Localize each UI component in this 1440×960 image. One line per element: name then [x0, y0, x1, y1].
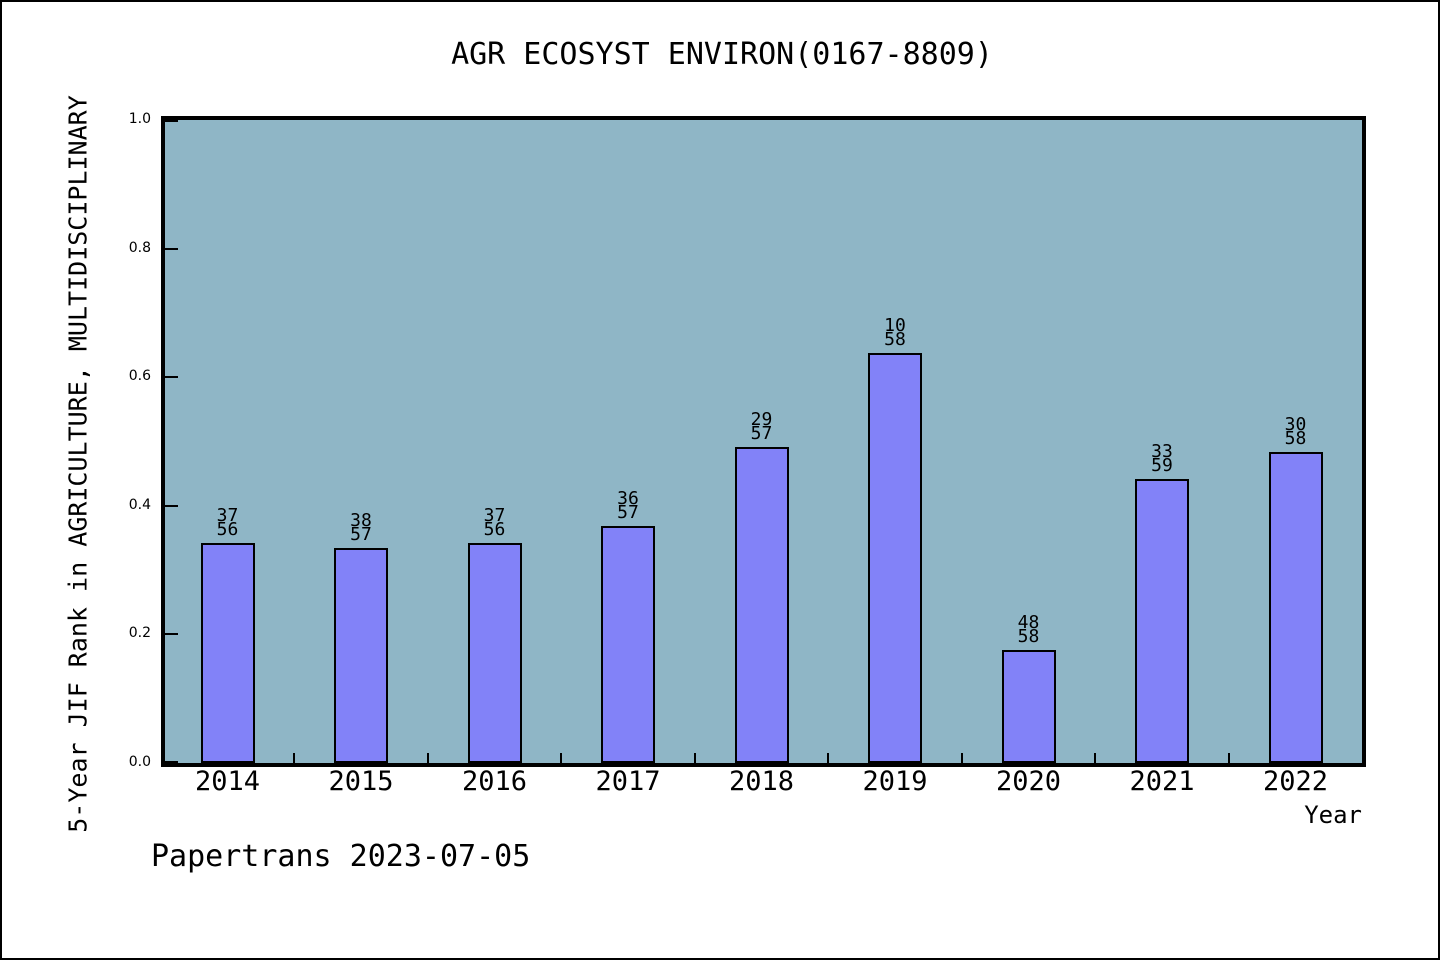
- bar-value-label-2015: 38 57: [350, 509, 372, 546]
- bar-value-label-2016: 37 56: [483, 504, 506, 541]
- y-tick-1.0: [165, 120, 178, 122]
- bar-2020: [1001, 650, 1056, 763]
- y-tick-0.2: [165, 633, 178, 635]
- bar-value-label-2017: 36 57: [617, 487, 639, 524]
- bar-2017: [601, 526, 655, 763]
- x-tick-label-2016: 2016: [461, 766, 528, 797]
- bar-value-label-2019: 10 58: [884, 314, 906, 351]
- bar-2018: [734, 447, 789, 763]
- chart-title: AGR ECOSYST ENVIRON(0167-8809): [451, 37, 993, 72]
- y-tick-0.4: [165, 505, 178, 507]
- x-tick-label-2019: 2019: [862, 766, 928, 797]
- y-tick-label-1.0: 1.0: [128, 111, 151, 127]
- y-tick-0.8: [165, 248, 178, 250]
- x-minor-tick: [961, 753, 963, 763]
- x-minor-tick: [293, 753, 295, 763]
- y-axis-label: 5-Year JIF Rank in AGRICULTURE, MULTIDIS…: [63, 95, 93, 833]
- y-tick-label-0.4: 0.4: [128, 497, 151, 513]
- x-tick-label-2017: 2017: [595, 766, 661, 797]
- y-tick-0.6: [165, 376, 178, 378]
- bar-value-label-2014: 37 56: [216, 504, 239, 541]
- bar-value-label-2021: 33 59: [1151, 440, 1173, 477]
- x-tick-label-2020: 2020: [995, 766, 1062, 797]
- bar-value-label-2018: 29 57: [750, 408, 773, 445]
- x-tick-label-2015: 2015: [328, 766, 394, 797]
- y-tick-label-0.0: 0.0: [128, 754, 151, 770]
- bar-2022: [1268, 452, 1323, 763]
- footer-note: Papertrans 2023-07-05: [151, 839, 531, 874]
- x-minor-tick: [1094, 753, 1096, 763]
- y-tick-label-0.8: 0.8: [128, 240, 151, 256]
- x-tick-label-2014: 2014: [194, 766, 261, 797]
- x-minor-tick: [1228, 753, 1230, 763]
- y-tick-0.0: [165, 761, 178, 763]
- bar-value-label-2020: 48 58: [1017, 611, 1040, 648]
- x-axis-label: Year: [1304, 801, 1362, 829]
- bar-2021: [1135, 479, 1189, 763]
- plot-inner: 37 56 38 57 37 56 36 57 29 57 10 58 48 58 33 59…: [165, 120, 1362, 763]
- x-tick-label-2021: 2021: [1129, 766, 1195, 797]
- x-minor-tick: [427, 753, 429, 763]
- x-tick-label-2022: 2022: [1262, 766, 1329, 797]
- bar-value-label-2022: 30 58: [1284, 413, 1307, 450]
- x-minor-tick: [694, 753, 696, 763]
- bar-2016: [467, 543, 522, 763]
- x-minor-tick: [827, 753, 829, 763]
- bar-2019: [868, 353, 922, 763]
- bar-2015: [334, 548, 388, 763]
- bar-2014: [200, 543, 255, 763]
- y-tick-label-0.6: 0.6: [128, 368, 151, 384]
- x-tick-label-2018: 2018: [728, 766, 795, 797]
- y-tick-label-0.2: 0.2: [128, 625, 151, 641]
- x-minor-tick: [560, 753, 562, 763]
